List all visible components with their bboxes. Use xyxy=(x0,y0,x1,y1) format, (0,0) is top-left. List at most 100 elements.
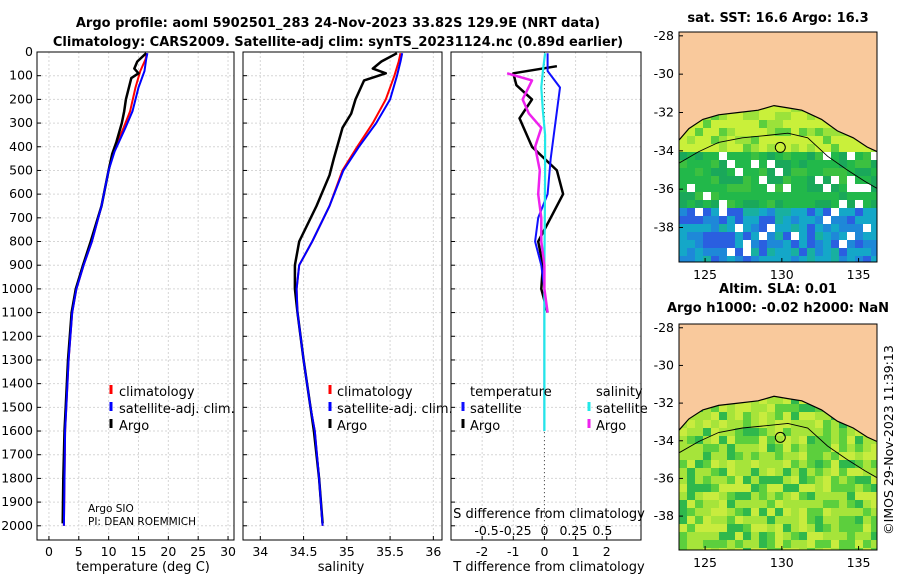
data-pixel xyxy=(751,144,759,152)
axes-frame xyxy=(450,51,642,541)
x-tick-label: 35.5 xyxy=(376,544,404,559)
data-pixel xyxy=(839,524,847,532)
data-pixel xyxy=(767,144,775,152)
data-pixel xyxy=(823,500,831,508)
data-pixel xyxy=(711,120,719,128)
data-pixel xyxy=(783,524,791,532)
data-pixel xyxy=(799,200,807,208)
data-pixel xyxy=(751,224,759,232)
difference-panel: -2 -1 0 1 2 -0.5 -0.25 0 0.25 0.5 xyxy=(450,51,642,559)
y-tick-label: 800 xyxy=(9,234,33,249)
data-pixel xyxy=(687,524,695,532)
data-pixel xyxy=(719,540,727,548)
data-pixel xyxy=(839,532,847,540)
data-pixel xyxy=(831,176,839,184)
data-pixel xyxy=(799,144,807,152)
data-pixel xyxy=(847,532,855,540)
data-pixel xyxy=(759,484,767,492)
data-pixel xyxy=(855,468,863,476)
data-pixel xyxy=(743,412,751,420)
data-pixel xyxy=(751,160,759,168)
salinity-panel: 34 34.5 35 35.5 36 xyxy=(242,51,443,559)
x-tick-label: 25 xyxy=(190,544,206,559)
data-pixel xyxy=(751,128,759,136)
data-pixel xyxy=(831,208,839,216)
data-pixel xyxy=(807,540,815,548)
x-tick-label: 2 xyxy=(603,544,611,559)
data-pixel xyxy=(719,216,727,224)
data-pixel xyxy=(743,428,751,436)
data-pixel xyxy=(807,532,815,540)
data-pixel xyxy=(679,256,687,262)
data-pixel xyxy=(703,508,711,516)
data-pixel xyxy=(847,240,855,248)
data-pixel xyxy=(719,412,727,420)
data-pixel xyxy=(799,420,807,428)
sla-map-subtitle: Argo h1000: -0.02 h2000: NaN xyxy=(667,301,889,316)
data-pixel xyxy=(695,444,703,452)
data-pixel xyxy=(695,540,703,548)
salinity-xlabel: salinity xyxy=(318,560,365,575)
data-pixel xyxy=(847,476,855,484)
data-pixel xyxy=(703,152,711,160)
data-pixel xyxy=(839,152,847,160)
data-pixel xyxy=(807,460,815,468)
data-pixel xyxy=(703,444,711,452)
data-pixel xyxy=(703,208,711,216)
data-pixel xyxy=(815,452,823,460)
data-pixel xyxy=(847,540,855,548)
data-pixel xyxy=(679,152,687,160)
data-pixel xyxy=(735,256,743,262)
figure-title-line2: Climatology: CARS2009. Satellite-adj cli… xyxy=(53,35,623,50)
s-difference-xlabel: S difference from climatology xyxy=(453,507,645,522)
data-pixel xyxy=(831,420,839,428)
data-pixel xyxy=(703,192,711,200)
data-pixel xyxy=(799,516,807,524)
data-pixel xyxy=(711,524,719,532)
data-pixel xyxy=(751,524,759,532)
data-pixel xyxy=(871,152,877,160)
sla-map-panel: 125 130 135 -28 -30 -32 -34 -36 -38 xyxy=(654,320,878,570)
data-pixel xyxy=(871,524,877,532)
data-pixel xyxy=(759,444,767,452)
data-pixel xyxy=(839,484,847,492)
data-pixel xyxy=(735,428,743,436)
data-pixel xyxy=(799,152,807,160)
data-pixel xyxy=(759,500,767,508)
data-pixel xyxy=(743,208,751,216)
data-pixel xyxy=(863,240,871,248)
data-pixel xyxy=(823,516,831,524)
data-pixel xyxy=(775,200,783,208)
data-pixel xyxy=(727,200,735,208)
x-tick-label: 34 xyxy=(252,544,268,559)
data-pixel xyxy=(743,532,751,540)
data-pixel xyxy=(783,428,791,436)
data-pixel xyxy=(791,240,799,248)
data-pixel xyxy=(791,192,799,200)
x-tick-label: 35 xyxy=(339,544,355,559)
data-pixel xyxy=(775,168,783,176)
data-pixel xyxy=(839,168,847,176)
data-pixel xyxy=(823,548,831,550)
data-pixel xyxy=(791,452,799,460)
data-pixel xyxy=(687,240,695,248)
data-pixel xyxy=(783,412,791,420)
data-pixel xyxy=(703,532,711,540)
data-pixel xyxy=(807,452,815,460)
data-pixel xyxy=(855,240,863,248)
data-pixel xyxy=(735,192,743,200)
data-pixel xyxy=(815,500,823,508)
data-pixel xyxy=(735,152,743,160)
y-tick-label: 200 xyxy=(9,91,33,106)
data-pixel xyxy=(703,492,711,500)
data-pixel xyxy=(799,160,807,168)
data-pixel xyxy=(791,256,799,262)
y-tick-label: -38 xyxy=(654,508,674,523)
data-pixel xyxy=(831,240,839,248)
data-pixel xyxy=(727,516,735,524)
data-pixel xyxy=(711,232,719,240)
data-pixel xyxy=(711,404,719,412)
y-tick-label: 400 xyxy=(9,139,33,154)
data-pixel xyxy=(751,112,759,120)
data-pixel xyxy=(743,216,751,224)
